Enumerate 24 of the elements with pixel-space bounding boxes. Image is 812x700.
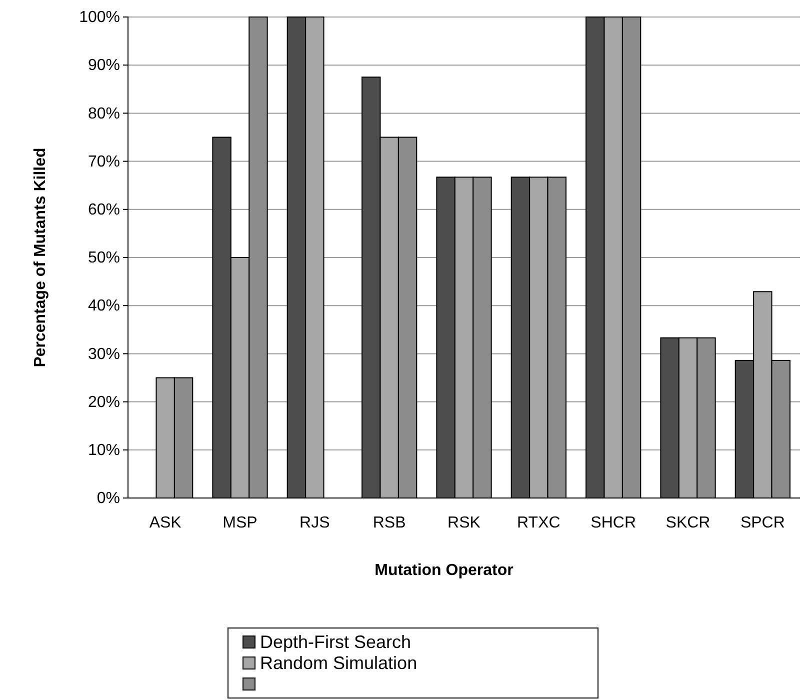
y-axis-title: Percentage of Mutants Killed xyxy=(32,148,49,368)
x-tick-label: SPCR xyxy=(740,514,785,532)
x-tick-label: SHCR xyxy=(590,514,636,532)
x-tick-label: RSK xyxy=(448,514,481,532)
x-tick-label: SKCR xyxy=(666,514,710,532)
y-tick-label: 70% xyxy=(88,153,120,170)
y-tick-label: 20% xyxy=(88,394,120,411)
y-tick-label: 40% xyxy=(88,298,120,315)
y-tick-label: 80% xyxy=(88,105,120,122)
y-tick-label: 90% xyxy=(88,57,120,74)
y-tick-label: 100% xyxy=(79,9,120,26)
x-tick-label: RSB xyxy=(372,514,406,532)
y-tick-label: 60% xyxy=(88,202,120,219)
x-axis-title: Mutation Operator xyxy=(374,562,514,579)
y-tick-label: 50% xyxy=(88,250,120,267)
x-tick-label: ASK xyxy=(149,514,182,532)
legend-label: Random Simulation xyxy=(260,653,418,673)
legend-label: Depth-First Search xyxy=(260,632,412,652)
x-tick-label: RJS xyxy=(300,514,330,532)
y-tick-label: 10% xyxy=(88,442,120,460)
y-tick-label: 30% xyxy=(88,346,120,363)
x-tick-label: MSP xyxy=(222,514,258,532)
y-tick-label: 0% xyxy=(96,490,120,508)
x-tick-label: RTXC xyxy=(517,514,560,532)
